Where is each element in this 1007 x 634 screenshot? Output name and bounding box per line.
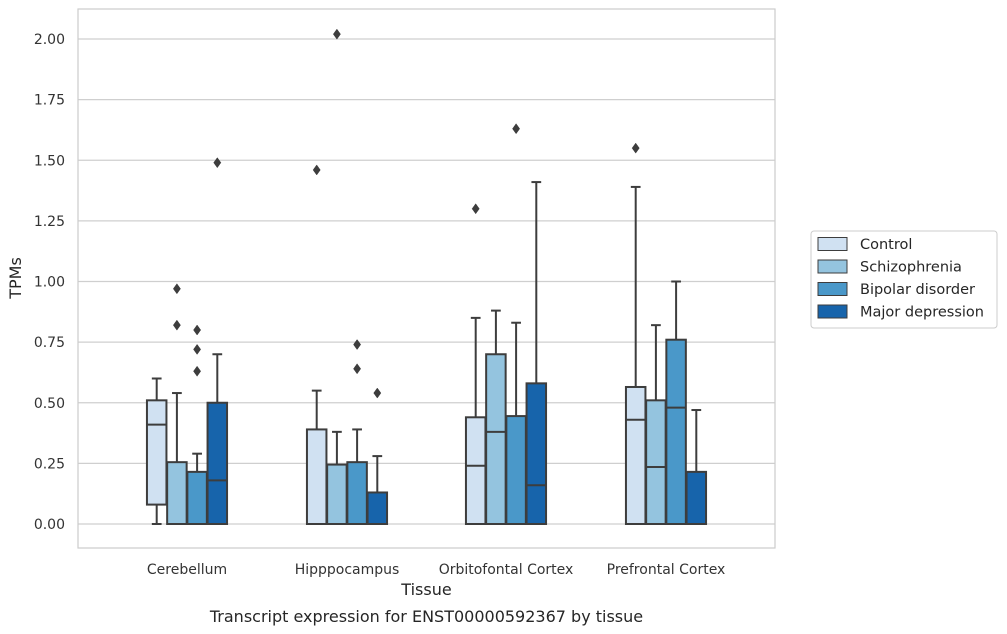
legend-label-0: Control — [860, 237, 912, 253]
boxes — [145, 28, 708, 526]
box-1-2 — [346, 339, 368, 526]
box-body — [485, 353, 507, 525]
box-body — [145, 399, 168, 506]
box-body — [665, 338, 687, 526]
outlier-point-0 — [172, 283, 181, 295]
box-0-2 — [186, 324, 208, 525]
outlier-point-0 — [471, 203, 480, 215]
outlier-point-0 — [512, 123, 521, 135]
x-tick-label-2: Orbitofontal Cortex — [439, 562, 574, 578]
legend-label-2: Bipolar disorder — [860, 282, 975, 298]
box-0-1 — [166, 283, 188, 526]
x-tick-label-0: Cerebellum — [147, 562, 227, 578]
x-tick-labels: Cerebellum Hipppocampus Orbitofontal Corte… — [147, 562, 725, 578]
box-body — [645, 399, 667, 526]
box-3-0 — [624, 142, 647, 525]
box-2-2 — [505, 123, 527, 525]
legend-label-1: Schizophrenia — [860, 260, 962, 276]
box-1-1 — [326, 28, 348, 525]
legend: Control Schizophrenia Bipolar disorder Majo… — [810, 230, 998, 329]
box-body — [505, 415, 527, 525]
outlier-point-1 — [353, 363, 362, 375]
legend-frame — [810, 230, 998, 329]
legend-swatch-3 — [817, 304, 848, 319]
gridlines — [78, 38, 775, 525]
box-body — [366, 491, 389, 526]
outlier-point-0 — [213, 157, 222, 169]
x-axis-title: Tissue — [400, 580, 451, 599]
box-body — [166, 461, 188, 526]
legend-label-3: Major depression — [860, 305, 984, 321]
y-tick-label-2: 0.50 — [34, 396, 65, 412]
x-tick-label-1: Hipppocampus — [295, 562, 400, 578]
box-1-0 — [305, 164, 328, 525]
box-body — [685, 470, 708, 525]
y-tick-label-6: 1.50 — [34, 153, 65, 169]
outlier-point-0 — [353, 339, 362, 350]
outlier-point-1 — [172, 319, 181, 331]
box-3-1 — [645, 324, 667, 526]
y-tick-label-3: 0.75 — [34, 335, 65, 351]
x-tick-label-3: Prefrontal Cortex — [607, 562, 726, 578]
legend-swatch-2 — [817, 282, 848, 296]
outlier-point-0 — [193, 324, 202, 336]
outlier-point-1 — [193, 343, 202, 355]
box-body — [305, 428, 328, 525]
y-tick-labels: 0.00 0.25 0.50 0.75 1.00 1.25 1.50 1.75 2.00 — [34, 32, 65, 533]
y-tick-label-1: 0.25 — [34, 456, 65, 472]
outlier-point-2 — [193, 365, 202, 377]
y-tick-label-5: 1.25 — [34, 214, 65, 230]
y-tick-label-4: 1.00 — [34, 275, 65, 291]
legend-swatch-1 — [817, 259, 848, 274]
box-body — [186, 470, 208, 525]
box-3-2 — [665, 280, 687, 526]
box-body — [326, 463, 348, 525]
outlier-point-0 — [332, 28, 341, 40]
outlier-point-0 — [312, 164, 321, 176]
box-0-3 — [206, 157, 229, 525]
box-body — [346, 461, 368, 526]
chart-caption: Transcript expression for ENST0000059236… — [209, 607, 643, 626]
box-2-0 — [464, 203, 487, 525]
y-tick-label-7: 1.75 — [34, 93, 65, 109]
box-body — [624, 385, 647, 525]
box-3-3 — [685, 409, 708, 525]
outlier-point-0 — [373, 387, 382, 399]
y-tick-label-0: 0.00 — [34, 517, 65, 533]
box-0-0 — [145, 377, 168, 525]
legend-swatch-0 — [817, 237, 848, 251]
plot-frame — [77, 8, 776, 549]
box-body — [464, 416, 487, 525]
box-body — [525, 382, 548, 525]
outlier-point-0 — [631, 142, 640, 154]
box-1-3 — [366, 387, 389, 526]
y-tick-label-8: 2.00 — [34, 32, 65, 48]
box-2-3 — [525, 181, 548, 525]
y-axis-title: TPMs — [6, 257, 25, 300]
box-body — [206, 401, 229, 525]
